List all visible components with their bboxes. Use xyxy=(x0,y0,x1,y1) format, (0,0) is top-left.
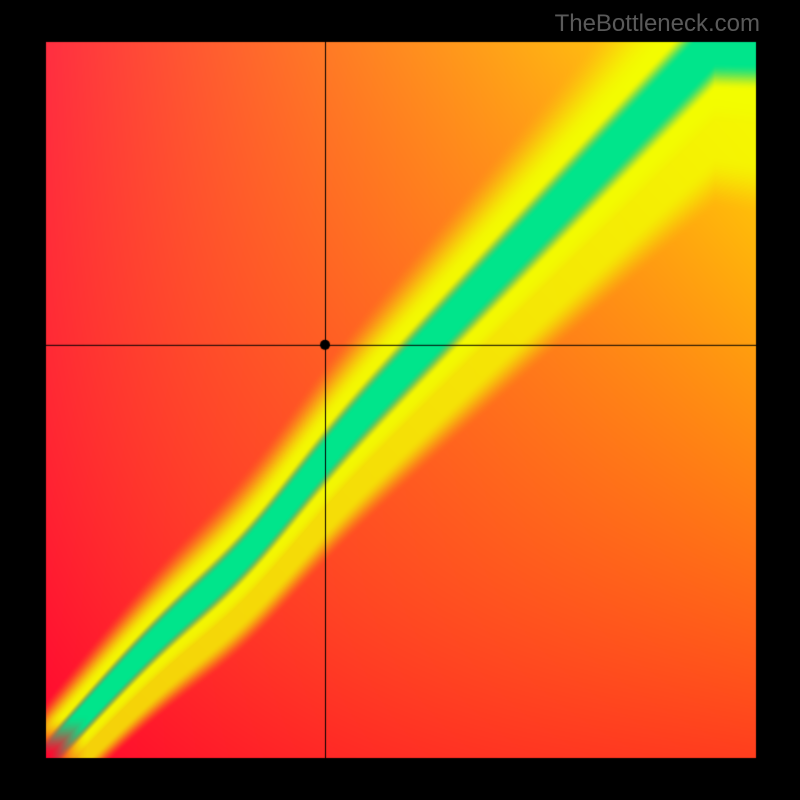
watermark-text: TheBottleneck.com xyxy=(555,10,760,38)
chart-container: TheBottleneck.com xyxy=(0,0,800,800)
heatmap-plot xyxy=(0,0,800,800)
